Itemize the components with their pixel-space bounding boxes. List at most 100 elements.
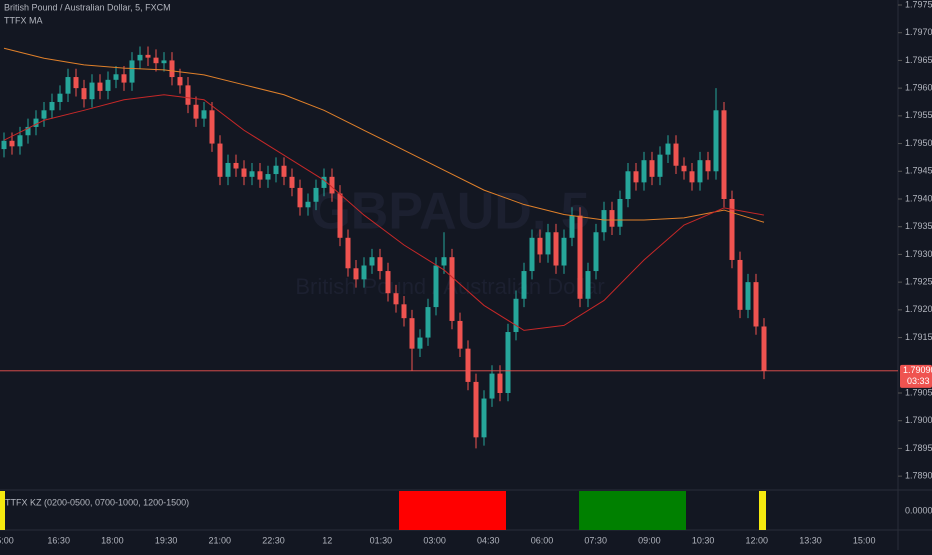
y-tick-label: 1.79750 — [905, 0, 932, 9]
candle-body — [377, 257, 383, 272]
candle-body — [729, 198, 735, 260]
candle-body — [505, 332, 511, 393]
candle-body — [177, 77, 183, 86]
candle-body — [617, 198, 623, 227]
kill-zone — [399, 491, 506, 530]
x-tick-label: 07:30 — [584, 535, 607, 545]
candle-body — [17, 135, 23, 147]
candle-body — [193, 104, 199, 119]
last-price-tag — [900, 364, 932, 388]
x-tick-label: 04:30 — [477, 535, 500, 545]
candle-body — [625, 171, 631, 199]
candle-body — [585, 271, 591, 299]
y-tick-label: 1.79450 — [905, 166, 932, 176]
candle-body — [105, 79, 111, 91]
candle-body — [81, 88, 87, 100]
candle-body — [753, 282, 759, 327]
candle-body — [609, 210, 615, 227]
candle-body — [409, 318, 415, 349]
candle-body — [209, 110, 215, 144]
candle-body — [297, 187, 303, 208]
candle-body — [121, 74, 127, 83]
candle-body — [49, 101, 55, 111]
candle-body — [249, 171, 255, 177]
candle-body — [305, 201, 311, 208]
candle-body — [145, 54, 151, 58]
candle-body — [537, 237, 543, 255]
x-tick-label: 01:30 — [370, 535, 393, 545]
candle-body — [25, 126, 31, 136]
candle-body — [161, 60, 167, 64]
candle-body — [721, 110, 727, 199]
kill-zone — [0, 491, 5, 530]
y-tick-label: 1.79300 — [905, 249, 932, 259]
y-tick-label: 1.79350 — [905, 221, 932, 231]
candle-body — [385, 271, 391, 294]
moving-average — [3, 47, 765, 223]
candle-body — [705, 160, 711, 172]
x-tick-label: 06:00 — [531, 535, 554, 545]
candle-body — [465, 348, 471, 382]
x-tick-label: 10:30 — [692, 535, 715, 545]
candle-body — [473, 381, 479, 438]
candle-body — [633, 171, 639, 183]
candle-body — [457, 320, 463, 349]
candle-body — [577, 215, 583, 299]
candle-body — [137, 54, 143, 61]
candle-body — [593, 232, 599, 272]
candle-body — [361, 265, 367, 280]
x-tick-label: 16:30 — [47, 535, 70, 545]
candle-body — [649, 160, 655, 177]
kz-axis-label: 0.0000 — [905, 505, 932, 515]
candle-body — [273, 165, 279, 175]
x-tick-label: 12:00 — [746, 535, 769, 545]
candle-body — [265, 174, 271, 180]
candle-body — [569, 215, 575, 238]
x-tick-label: 22:30 — [262, 535, 285, 545]
candle-body — [225, 162, 231, 177]
candle-body — [41, 110, 47, 119]
candle-body — [641, 160, 647, 183]
candle-body — [217, 143, 223, 177]
candle-body — [353, 268, 359, 280]
x-tick-label: 12 — [322, 535, 332, 545]
candle-body — [425, 307, 431, 338]
y-tick-label: 1.79400 — [905, 193, 932, 203]
watermark: GBPAUD, 5 — [310, 183, 589, 241]
candle-body — [281, 165, 287, 177]
indicator-label: TTFX MA — [4, 15, 43, 25]
candle-body — [561, 237, 567, 266]
y-tick-label: 1.79000 — [905, 415, 932, 425]
x-tick-label: 03:00 — [423, 535, 446, 545]
candle-body — [441, 257, 447, 266]
candle-body — [521, 271, 527, 299]
candle-body — [9, 140, 15, 147]
candle-body — [713, 110, 719, 172]
candle-body — [513, 298, 519, 333]
candle-body — [89, 82, 95, 100]
candle-body — [185, 85, 191, 105]
chart-title: British Pound / Australian Dollar, 5, FX… — [4, 2, 171, 12]
x-tick-label: 18:00 — [101, 535, 124, 545]
candle-body — [57, 93, 63, 102]
moving-average — [3, 94, 765, 331]
candle-body — [417, 337, 423, 349]
candle-body — [321, 176, 327, 188]
candle-body — [553, 232, 559, 266]
candle-body — [201, 110, 207, 119]
countdown: 03:33 — [907, 376, 930, 386]
candle-body — [97, 82, 103, 91]
y-tick-label: 1.79200 — [905, 304, 932, 314]
x-tick-label: 21:00 — [209, 535, 232, 545]
candle-body — [153, 57, 159, 64]
candle-body — [673, 143, 679, 166]
y-tick-label: 1.79700 — [905, 27, 932, 37]
candle-body — [169, 60, 175, 78]
y-tick-label: 1.79650 — [905, 55, 932, 65]
candle-body — [689, 171, 695, 183]
candle-body — [369, 257, 375, 266]
candle-body — [681, 165, 687, 172]
candle-body — [241, 168, 247, 177]
candle-body — [737, 259, 743, 310]
